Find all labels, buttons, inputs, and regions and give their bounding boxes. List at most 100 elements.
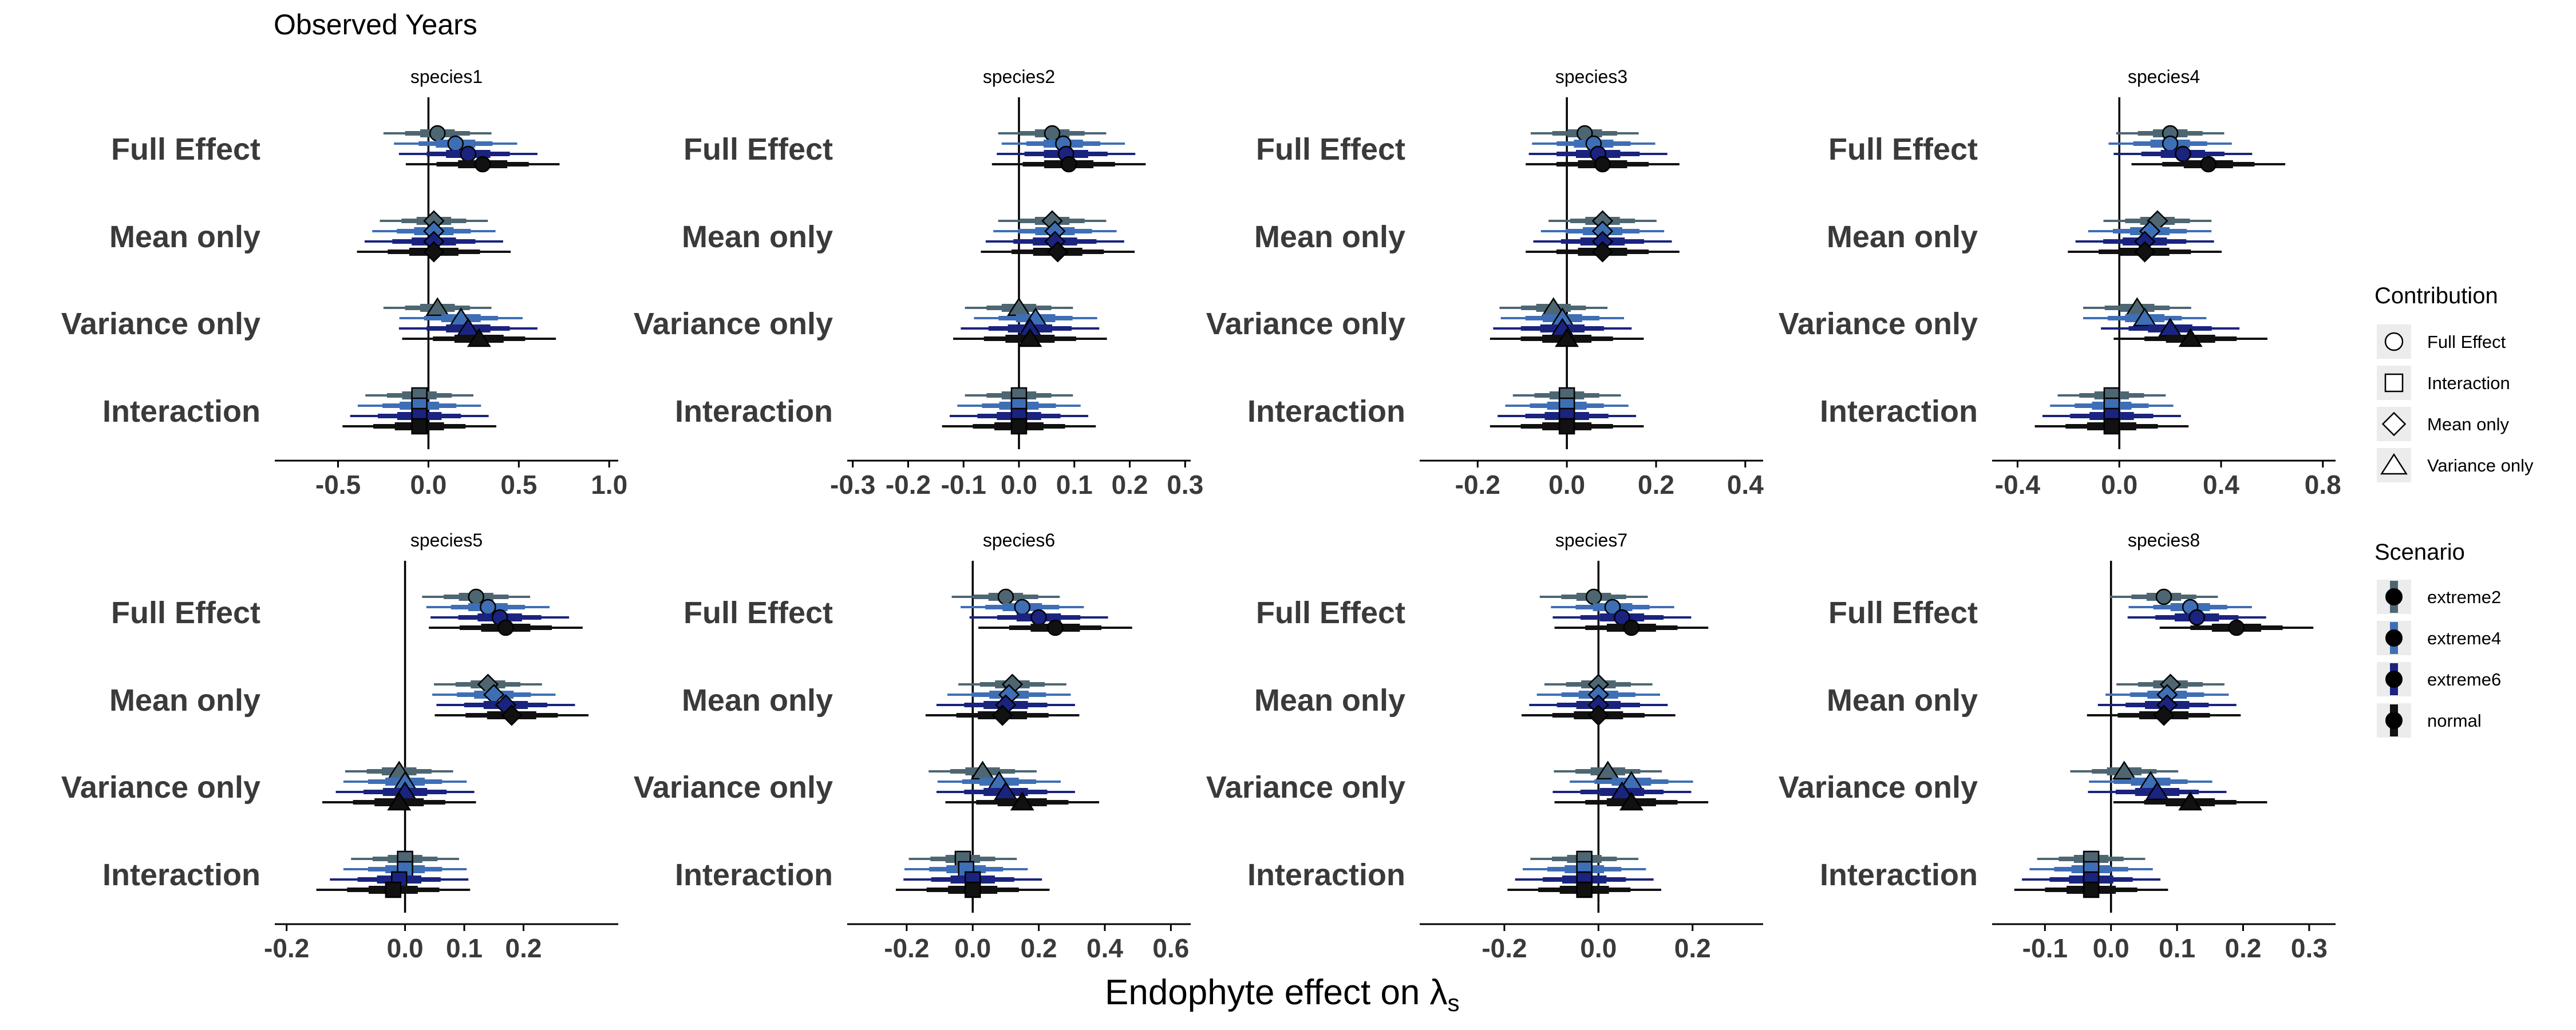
- point-extreme4: [480, 599, 496, 616]
- category-label: Mean only: [682, 220, 833, 254]
- legend-scenario-point-icon: [2385, 712, 2403, 729]
- x-tick-label: 0.0: [1001, 470, 1037, 500]
- legend-scenario-point-icon: [2385, 671, 2403, 688]
- category-label: Mean only: [109, 220, 260, 254]
- point-extreme4: [2132, 307, 2157, 327]
- x-tick-label: 0.0: [954, 933, 991, 963]
- legend-shape-circle-icon: [2384, 332, 2404, 351]
- panel-title: species4: [2128, 66, 2200, 87]
- category-label: Interaction: [1247, 394, 1405, 429]
- panel-title: species8: [2128, 530, 2200, 550]
- x-tick-label: 0.3: [2291, 933, 2328, 963]
- legend-scenario-label: extreme4: [2427, 628, 2501, 648]
- panels-group: species1 Full Effect Mean only Variance onl…: [61, 66, 2341, 963]
- point-extreme2: [429, 125, 446, 142]
- legend-scenario-point-icon: [2385, 588, 2403, 605]
- category-label: Full Effect: [111, 132, 260, 167]
- x-tick-label: -0.5: [315, 470, 361, 500]
- point-normal: [1587, 704, 1609, 726]
- category-label: Mean only: [682, 683, 833, 718]
- point-extreme2: [997, 588, 1014, 605]
- point-normal: [2200, 156, 2217, 173]
- x-tick-label: 0.0: [1548, 470, 1585, 500]
- x-tick-label: 0.1: [446, 933, 483, 963]
- category-label: Interaction: [1247, 858, 1405, 892]
- x-tick-label: 0.2: [1638, 470, 1674, 500]
- x-tick-label: 0.5: [500, 470, 537, 500]
- x-tick-label: 0.4: [1086, 933, 1123, 963]
- point-extreme6: [2188, 609, 2205, 626]
- category-label: Mean only: [1827, 220, 1978, 254]
- point-extreme6: [1030, 609, 1047, 626]
- category-label: Variance only: [61, 307, 260, 341]
- category-label: Full Effect: [1828, 132, 1978, 167]
- x-tick-label: -0.2: [884, 933, 929, 963]
- legend-shape-diamond-icon: [2381, 411, 2407, 437]
- point-normal: [2228, 619, 2245, 636]
- x-tick-label: 0.2: [2225, 933, 2261, 963]
- x-tick-label: -0.3: [830, 470, 875, 500]
- category-label: Variance only: [634, 770, 833, 805]
- point-extreme6: [2175, 145, 2191, 163]
- x-tick-label: -0.1: [941, 470, 986, 500]
- point-normal: [2153, 704, 2175, 726]
- category-label: Full Effect: [1828, 596, 1978, 630]
- point-normal: [1010, 418, 1028, 435]
- x-tick-label: 0.2: [1674, 933, 1711, 963]
- point-extreme4: [1014, 599, 1031, 616]
- x-tick-label: 0.3: [1167, 470, 1203, 500]
- x-tick-label: 0.0: [410, 470, 447, 500]
- category-label: Interaction: [102, 858, 260, 892]
- point-normal: [474, 156, 491, 173]
- category-label: Variance only: [634, 307, 833, 341]
- legend-scenario-label: normal: [2427, 711, 2482, 731]
- panel-title: species5: [410, 530, 483, 550]
- legend-scenario-label: extreme2: [2427, 587, 2501, 607]
- legend-scenario-items: extreme2 extreme4 extreme6 normal: [2377, 580, 2501, 738]
- x-tick-label: 0.4: [1727, 470, 1764, 500]
- point-extreme2: [425, 297, 450, 316]
- category-label: Full Effect: [1256, 596, 1405, 630]
- x-tick-label: 0.1: [2159, 933, 2195, 963]
- panel-species2: species2 Full Effect Mean only Variance onl…: [634, 66, 1203, 500]
- x-tick-label: 0.2: [1021, 933, 1057, 963]
- category-label: Interaction: [675, 858, 833, 892]
- category-label: Full Effect: [683, 132, 833, 167]
- legend-contribution-items: Full Effect Interaction Mean only Variance …: [2377, 324, 2534, 482]
- x-tick-label: -0.4: [1995, 470, 2041, 500]
- category-label: Variance only: [1206, 770, 1405, 805]
- x-tick-label: 0.6: [1152, 933, 1189, 963]
- point-normal: [1010, 791, 1034, 811]
- x-tick-label: 0.0: [2101, 470, 2138, 500]
- point-normal: [1018, 328, 1042, 347]
- point-extreme2: [2155, 588, 2172, 605]
- category-label: Variance only: [61, 770, 260, 805]
- x-tick-label: -0.2: [1455, 470, 1500, 500]
- point-normal: [2178, 328, 2203, 347]
- point-extreme2: [1595, 760, 1620, 780]
- point-normal: [1594, 156, 1611, 173]
- panel-title: species6: [983, 530, 1055, 550]
- point-normal: [964, 881, 981, 898]
- point-normal: [467, 328, 491, 347]
- point-normal: [1047, 241, 1069, 263]
- x-tick-label: 0.0: [387, 933, 424, 963]
- panel-title: species1: [410, 66, 483, 87]
- x-axis-title-main: Endophyte effect on λ: [1105, 973, 1448, 1012]
- x-tick-label: -0.2: [264, 933, 309, 963]
- point-normal: [1558, 418, 1575, 435]
- legend-contribution-label: Interaction: [2427, 373, 2510, 393]
- point-normal: [1623, 619, 1640, 636]
- point-extreme2: [1585, 588, 1602, 605]
- point-normal: [1060, 156, 1077, 173]
- point-normal: [385, 881, 402, 898]
- legend-contribution-label: Mean only: [2427, 414, 2510, 434]
- x-tick-label: 0.2: [1112, 470, 1148, 500]
- point-extreme4: [2162, 135, 2179, 152]
- x-tick-label: -0.1: [2022, 933, 2068, 963]
- point-normal: [2134, 241, 2156, 263]
- point-normal: [1047, 619, 1064, 636]
- x-tick-label: 0.0: [1580, 933, 1617, 963]
- figure-title: Observed Years: [274, 9, 477, 41]
